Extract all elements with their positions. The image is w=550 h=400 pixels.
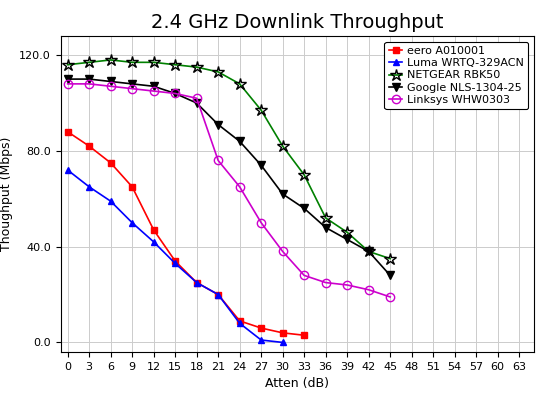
Linksys WHW0303 [365,287,372,292]
eero A010001 [86,144,92,148]
Luma WRTQ-329ACN [236,321,243,326]
eero A010001 [150,228,157,232]
Linksys WHW0303 [129,86,135,91]
Line: Linksys WHW0303: Linksys WHW0303 [63,80,394,301]
Linksys WHW0303 [279,249,286,254]
NETGEAR RBK50 [301,172,307,177]
Luma WRTQ-329ACN [150,240,157,244]
NETGEAR RBK50 [172,62,178,67]
Linksys WHW0303 [86,82,92,86]
Linksys WHW0303 [322,280,329,285]
NETGEAR RBK50 [64,62,71,67]
X-axis label: Atten (dB): Atten (dB) [265,377,329,390]
NETGEAR RBK50 [258,108,265,113]
Google NLS-1304-25 [387,273,393,278]
Linksys WHW0303 [150,89,157,94]
Google NLS-1304-25 [344,237,350,242]
Google NLS-1304-25 [258,163,265,168]
Google NLS-1304-25 [129,82,135,86]
Linksys WHW0303 [258,220,265,225]
eero A010001 [172,259,178,264]
eero A010001 [301,333,307,338]
Luma WRTQ-329ACN [279,340,286,345]
eero A010001 [215,292,222,297]
eero A010001 [258,326,265,330]
Luma WRTQ-329ACN [64,168,71,172]
eero A010001 [129,184,135,189]
Luma WRTQ-329ACN [215,292,222,297]
eero A010001 [194,280,200,285]
Legend: eero A010001, Luma WRTQ-329ACN, NETGEAR RBK50, Google NLS-1304-25, Linksys WHW03: eero A010001, Luma WRTQ-329ACN, NETGEAR … [384,42,528,109]
Luma WRTQ-329ACN [258,338,265,342]
Google NLS-1304-25 [172,91,178,96]
Linksys WHW0303 [387,294,393,299]
NETGEAR RBK50 [194,65,200,70]
NETGEAR RBK50 [236,82,243,86]
NETGEAR RBK50 [129,60,135,65]
NETGEAR RBK50 [150,60,157,65]
Google NLS-1304-25 [150,84,157,89]
Linksys WHW0303 [64,82,71,86]
Linksys WHW0303 [344,282,350,287]
Google NLS-1304-25 [279,192,286,196]
NETGEAR RBK50 [365,249,372,254]
Luma WRTQ-329ACN [107,199,114,204]
Google NLS-1304-25 [194,101,200,106]
NETGEAR RBK50 [387,256,393,261]
Linksys WHW0303 [215,158,222,163]
Line: eero A010001: eero A010001 [64,128,307,339]
Linksys WHW0303 [172,91,178,96]
Google NLS-1304-25 [301,206,307,211]
Google NLS-1304-25 [236,139,243,144]
Google NLS-1304-25 [215,122,222,127]
Line: Luma WRTQ-329ACN: Luma WRTQ-329ACN [64,166,286,346]
Google NLS-1304-25 [64,77,71,82]
NETGEAR RBK50 [322,216,329,220]
NETGEAR RBK50 [86,60,92,65]
Y-axis label: Thoughput (Mbps): Thoughput (Mbps) [1,137,13,251]
NETGEAR RBK50 [215,70,222,74]
Linksys WHW0303 [107,84,114,89]
eero A010001 [279,330,286,335]
Google NLS-1304-25 [86,77,92,82]
Linksys WHW0303 [301,273,307,278]
NETGEAR RBK50 [344,230,350,235]
Line: NETGEAR RBK50: NETGEAR RBK50 [62,54,397,265]
NETGEAR RBK50 [279,144,286,148]
Google NLS-1304-25 [322,225,329,230]
eero A010001 [107,160,114,165]
Google NLS-1304-25 [365,249,372,254]
Luma WRTQ-329ACN [86,184,92,189]
Luma WRTQ-329ACN [129,220,135,225]
Luma WRTQ-329ACN [194,280,200,285]
Linksys WHW0303 [236,184,243,189]
Title: 2.4 GHz Downlink Throughput: 2.4 GHz Downlink Throughput [151,13,443,32]
eero A010001 [64,129,71,134]
Linksys WHW0303 [194,96,200,101]
Google NLS-1304-25 [107,79,114,84]
Line: Google NLS-1304-25: Google NLS-1304-25 [63,75,394,280]
NETGEAR RBK50 [107,58,114,62]
Luma WRTQ-329ACN [172,261,178,266]
eero A010001 [236,318,243,323]
